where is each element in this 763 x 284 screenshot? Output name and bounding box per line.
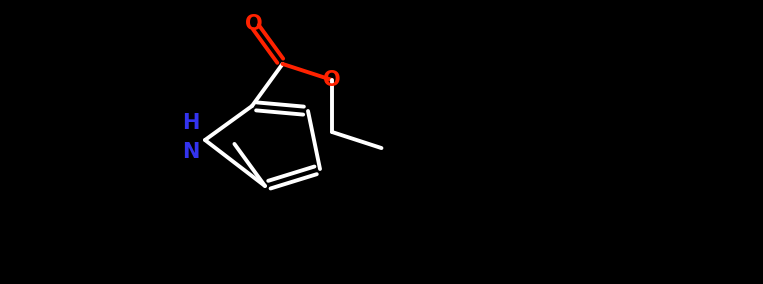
Text: N: N [182,142,200,162]
Text: H: H [182,113,200,133]
Text: O: O [245,14,262,34]
Text: O: O [324,70,341,90]
